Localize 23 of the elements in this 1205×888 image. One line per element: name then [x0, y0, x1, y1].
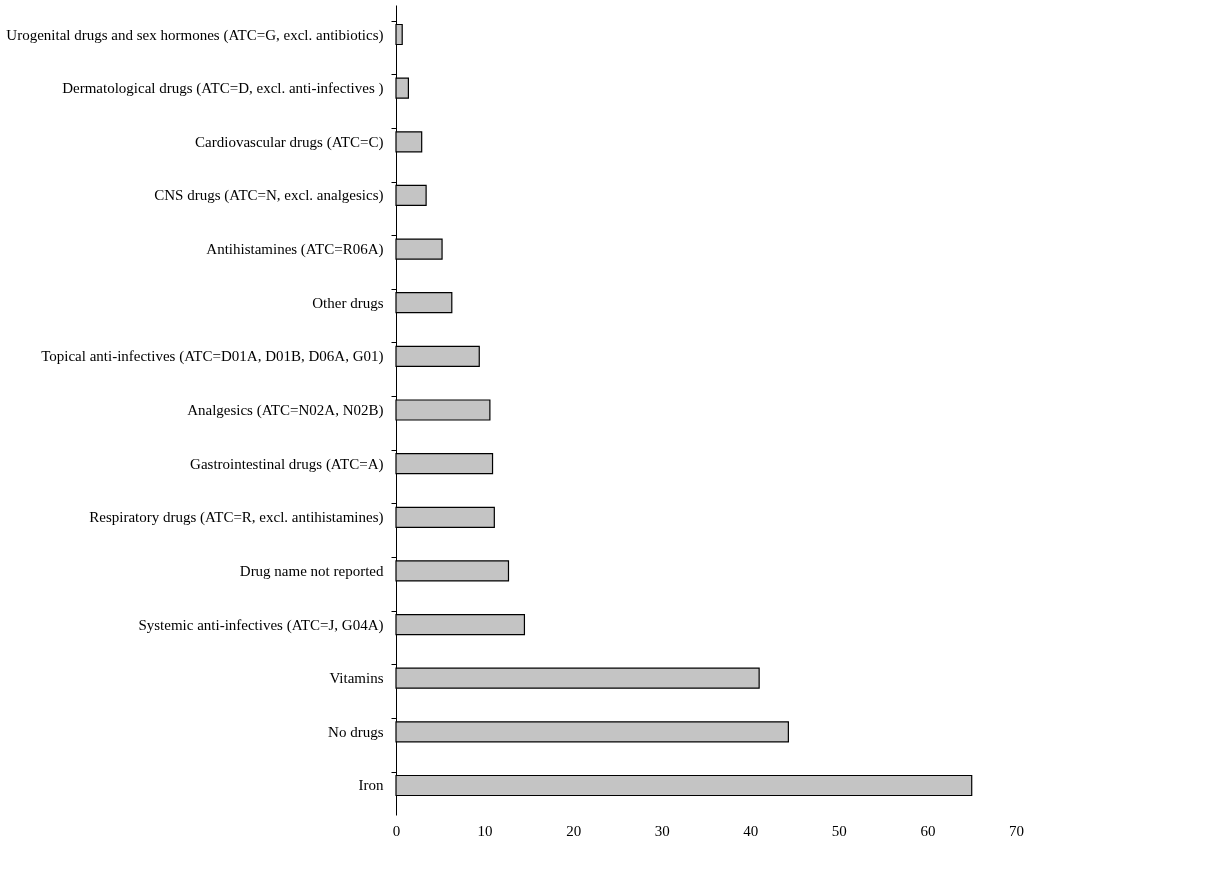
x-tick-label: 40: [743, 822, 759, 839]
y-tick-label: Cardiovascular drugs (ATC=C): [195, 133, 384, 151]
y-tick-label: Drug name not reported: [239, 562, 384, 579]
y-tick-label: Other drugs: [312, 294, 384, 311]
x-tick-label: 60: [920, 822, 936, 839]
y-tick-label: Respiratory drugs (ATC=R, excl. antihistamines): [89, 509, 384, 527]
x-tick-label: 0: [392, 822, 401, 839]
y-tick-label: No drugs: [328, 723, 384, 740]
y-tick-label: CNS drugs (ATC=N, excl. analgesics): [154, 187, 384, 205]
y-tick-label: Analgesics (ATC=N02A, N02B): [187, 402, 384, 419]
x-tick-label: 50: [831, 822, 847, 839]
y-tick-label: Urogenital drugs and sex hormones (ATC=G, excl. antibiotics): [6, 26, 384, 44]
x-tick-label: 30: [654, 822, 670, 839]
y-tick-label: Systemic anti-infectives (ATC=J, G04A): [138, 616, 384, 634]
y-tick-label: Antihistamines (ATC=R06A): [206, 241, 384, 259]
y-tick-label: Iron: [358, 777, 384, 794]
y-tick-label: Topical anti-infectives (ATC=D01A, D01B, D06A, G01): [41, 348, 384, 366]
x-tick-label: 20: [566, 822, 582, 839]
y-tick-label: Gastrointestinal drugs (ATC=A): [190, 455, 384, 473]
x-tick-label: 10: [477, 822, 493, 839]
y-tick-label: Vitamins: [329, 670, 384, 687]
y-tick-label: Dermatological drugs (ATC=D, excl. anti-infectives ): [62, 80, 384, 98]
x-tick-label: 70: [1009, 822, 1024, 839]
